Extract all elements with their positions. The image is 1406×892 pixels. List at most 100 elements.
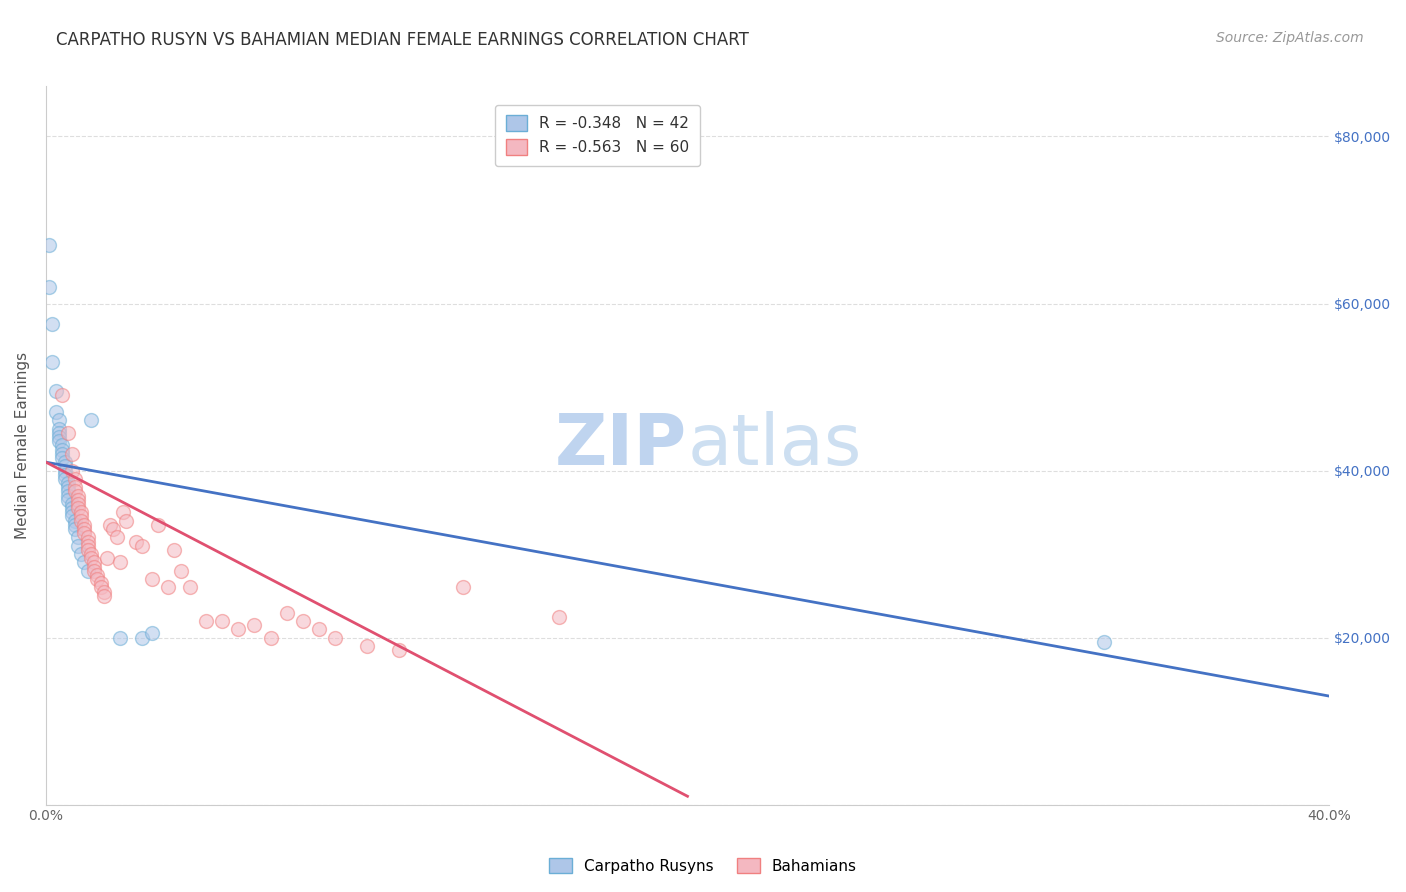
Legend: R = -0.348   N = 42, R = -0.563   N = 60: R = -0.348 N = 42, R = -0.563 N = 60	[495, 104, 700, 166]
Point	[53, 459, 76, 474]
Point	[70, 509, 93, 524]
Point	[58, 484, 80, 499]
Point	[131, 631, 153, 645]
Point	[86, 568, 108, 582]
Point	[83, 556, 105, 570]
Point	[80, 547, 103, 561]
Point	[195, 614, 218, 628]
Point	[76, 534, 98, 549]
Point	[115, 514, 138, 528]
Point	[63, 484, 86, 499]
Point	[451, 581, 474, 595]
Point	[70, 547, 93, 561]
Point	[141, 626, 163, 640]
Point	[48, 434, 70, 449]
Point	[73, 556, 96, 570]
Point	[53, 467, 76, 482]
Point	[80, 413, 103, 427]
Point	[63, 480, 86, 494]
Point	[63, 514, 86, 528]
Point	[179, 581, 201, 595]
Point	[58, 480, 80, 494]
Point	[98, 517, 121, 532]
Point	[89, 581, 111, 595]
Text: Source: ZipAtlas.com: Source: ZipAtlas.com	[1216, 31, 1364, 45]
Point	[45, 405, 67, 419]
Point	[67, 539, 90, 553]
Point	[76, 530, 98, 544]
Point	[58, 492, 80, 507]
Point	[211, 614, 233, 628]
Point	[243, 618, 266, 632]
Point	[76, 564, 98, 578]
Point	[1094, 634, 1116, 648]
Point	[388, 643, 411, 657]
Point	[60, 501, 83, 516]
Point	[70, 514, 93, 528]
Point	[63, 472, 86, 486]
Text: CARPATHO RUSYN VS BAHAMIAN MEDIAN FEMALE EARNINGS CORRELATION CHART: CARPATHO RUSYN VS BAHAMIAN MEDIAN FEMALE…	[56, 31, 749, 49]
Point	[67, 489, 90, 503]
Point	[76, 539, 98, 553]
Point	[60, 505, 83, 519]
Point	[323, 631, 346, 645]
Point	[93, 589, 115, 603]
Point	[53, 455, 76, 469]
Y-axis label: Median Female Earnings: Median Female Earnings	[15, 352, 30, 539]
Point	[86, 572, 108, 586]
Point	[48, 422, 70, 436]
Point	[60, 497, 83, 511]
Point	[67, 530, 90, 544]
Point	[80, 551, 103, 566]
Point	[60, 509, 83, 524]
Point	[308, 622, 330, 636]
Point	[48, 430, 70, 444]
Point	[73, 522, 96, 536]
Point	[67, 501, 90, 516]
Point	[41, 355, 63, 369]
Point	[58, 476, 80, 491]
Point	[60, 447, 83, 461]
Point	[70, 505, 93, 519]
Point	[83, 564, 105, 578]
Point	[76, 542, 98, 557]
Point	[141, 572, 163, 586]
Point	[89, 576, 111, 591]
Point	[93, 584, 115, 599]
Point	[125, 534, 148, 549]
Point	[105, 530, 128, 544]
Point	[67, 497, 90, 511]
Point	[48, 425, 70, 440]
Point	[67, 492, 90, 507]
Point	[58, 425, 80, 440]
Text: ZIP: ZIP	[555, 411, 688, 480]
Legend: Carpatho Rusyns, Bahamians: Carpatho Rusyns, Bahamians	[543, 852, 863, 880]
Point	[276, 606, 298, 620]
Point	[108, 556, 131, 570]
Point	[548, 609, 571, 624]
Point	[291, 614, 314, 628]
Point	[51, 388, 73, 402]
Point	[51, 438, 73, 452]
Point	[53, 464, 76, 478]
Point	[58, 489, 80, 503]
Point	[170, 564, 193, 578]
Point	[156, 581, 179, 595]
Text: atlas: atlas	[688, 411, 862, 480]
Point	[356, 639, 378, 653]
Point	[38, 280, 60, 294]
Point	[96, 551, 118, 566]
Point	[53, 472, 76, 486]
Point	[48, 413, 70, 427]
Point	[111, 505, 134, 519]
Point	[51, 442, 73, 457]
Point	[63, 522, 86, 536]
Point	[41, 318, 63, 332]
Point	[38, 238, 60, 252]
Point	[131, 539, 153, 553]
Point	[259, 631, 281, 645]
Point	[148, 517, 170, 532]
Point	[163, 542, 186, 557]
Point	[228, 622, 250, 636]
Point	[73, 517, 96, 532]
